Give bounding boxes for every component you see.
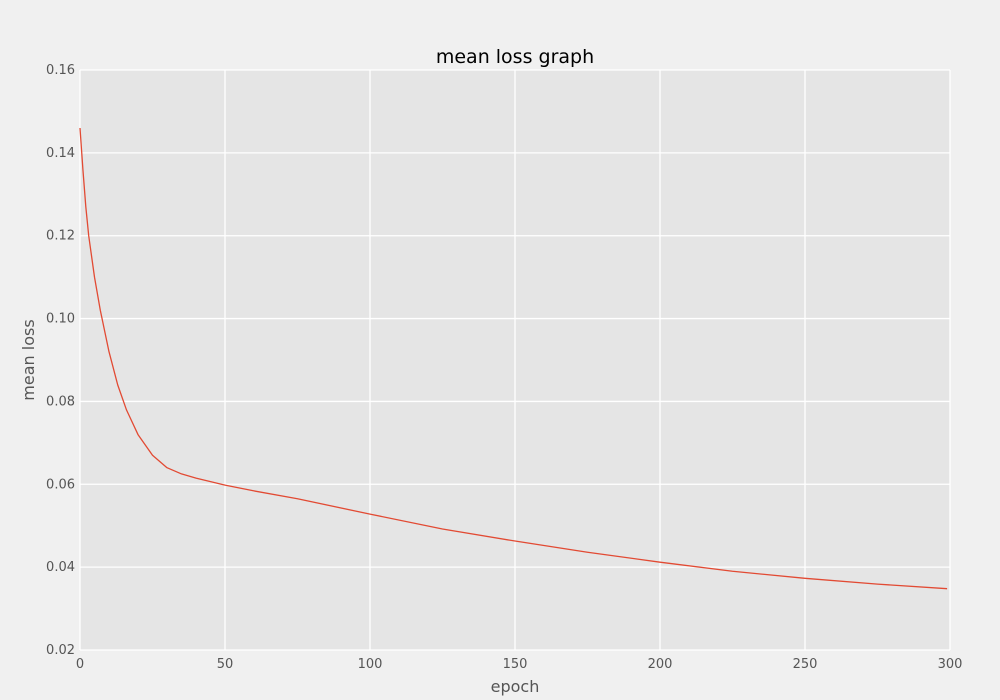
grid-lines [79,69,951,651]
series-group [79,127,948,590]
y-tick-label: 0.10 [46,312,75,327]
y-tick-label: 0.02 [46,643,75,658]
x-tick-label: 0 [76,657,84,672]
x-tick-label: 250 [793,657,818,672]
y-tick-label: 0.16 [46,63,75,78]
y-tick-label: 0.04 [46,560,75,575]
y-axis-label: mean loss [19,319,38,400]
y-tick-label: 0.14 [46,146,75,161]
loss-series-line [79,127,948,590]
chart-title: mean loss graph [436,46,594,68]
x-tick-label: 300 [938,657,963,672]
y-tick-labels: 0.02 0.04 0.06 0.08 0.10 0.12 0.14 0.16 [46,63,75,658]
x-axis-label: epoch [491,677,540,696]
x-tick-label: 100 [358,657,383,672]
y-tick-label: 0.06 [46,477,75,492]
x-tick-label: 50 [217,657,234,672]
y-tick-label: 0.08 [46,394,75,409]
y-tick-label: 0.12 [46,229,75,244]
x-tick-label: 150 [503,657,528,672]
x-tick-label: 200 [648,657,673,672]
x-tick-labels: 0 50 100 150 200 250 300 [76,657,963,672]
